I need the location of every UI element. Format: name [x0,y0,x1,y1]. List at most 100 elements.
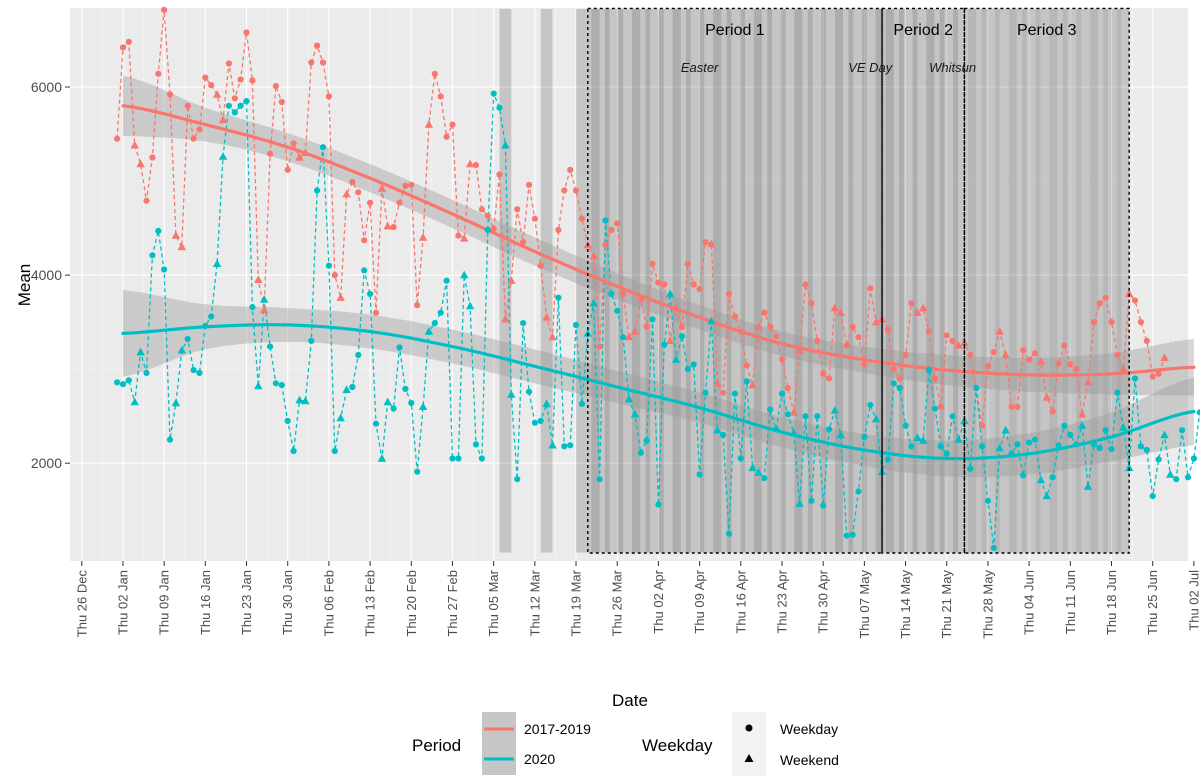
point-weekend [919,436,928,444]
point-weekday [249,77,256,84]
point-weekend [1077,409,1087,418]
point-weekday [696,286,703,293]
point-weekday [896,384,903,392]
point-weekend [795,499,804,507]
point-weekday [155,70,162,77]
x-tick-label: Thu 11 Jun [1063,570,1078,634]
point-weekday [861,361,868,368]
point-weekend [342,189,351,198]
grid-major [70,8,1188,561]
period-box [587,7,883,554]
point-weekday [237,102,244,109]
point-weekday [926,328,933,335]
point-weekday [602,241,609,249]
point-weekday [196,369,203,376]
point-weekday [890,380,897,387]
point-weekday [784,411,792,418]
shaded-band-stripe [713,8,722,553]
point-weekday [555,294,562,301]
shaded-band-stripe [1008,8,1017,553]
point-weekday [443,133,450,140]
point-weekend [836,430,845,439]
ribbon-2020 [123,290,1194,478]
point-weekday [408,181,415,188]
point-weekend [671,355,681,363]
point-weekday [637,449,644,456]
point-weekend [377,454,387,462]
point-weekday [1096,300,1103,307]
point-weekday [267,150,274,157]
point-weekday [843,342,850,349]
shaded-band [882,8,965,553]
point-weekday [278,382,285,389]
point-weekday [979,443,986,450]
point-weekday [926,367,933,374]
point-weekday [1026,439,1033,446]
point-weekday [231,109,238,116]
point-weekday [455,455,462,462]
point-weekday [308,59,315,66]
shaded-band-stripe [794,8,803,553]
x-tick-label: Thu 07 May [857,570,872,639]
shaded-band [499,8,512,553]
point-weekday [808,300,815,307]
point-weekday [202,74,209,81]
point-weekday [402,182,409,189]
point-weekday [349,178,356,186]
point-weekday [1031,436,1039,443]
point-weekday [414,468,421,475]
point-weekend [789,407,798,416]
point-weekday [990,544,997,551]
point-weekday [314,187,321,194]
point-weekday [190,135,197,142]
point-weekend [1160,430,1169,439]
point-weekday [690,361,697,368]
point-weekend [830,406,840,414]
point-weekday [737,455,744,462]
point-weekday [778,390,786,397]
point-weekday [578,400,586,407]
point-weekend [130,140,139,149]
point-weekday [614,220,621,227]
point-weekday [396,344,403,351]
point-weekday [1067,361,1074,368]
point-weekday [684,366,691,373]
shaded-band-stripe [807,8,813,553]
point-weekday [1055,442,1062,449]
shaded-band-stripe [862,8,867,553]
point-weekday [1073,441,1080,448]
point-weekday [1055,360,1062,367]
point-weekday [161,266,168,273]
shaded-band-stripe [967,8,977,553]
smooth-line-2017-2019 [121,104,1196,377]
point-weekday [731,313,739,320]
point-weekend [589,298,598,307]
point-weekday [1173,476,1180,483]
point-weekend [342,385,351,393]
shaded-band-stripe [631,8,641,553]
point-weekend [666,289,675,298]
point-weekend [789,428,798,437]
x-tick-label: Thu 04 Jun [1022,570,1037,635]
point-weekday [431,70,438,77]
point-weekend [871,414,881,423]
x-tick-label: Thu 25 Jun [1145,570,1160,635]
point-weekend [130,397,139,406]
point-weekend [295,153,304,161]
point-weekend [707,239,716,248]
point-weekend [713,378,722,387]
x-axis-title: Date [612,691,648,710]
point-weekday [649,316,656,323]
point-weekend [424,327,434,335]
point-weekend [1042,392,1051,401]
shaded-band-stripe [926,8,935,553]
point-weekday [943,332,950,339]
point-weekday [702,389,709,396]
point-weekday [725,290,733,297]
point-weekday [661,341,668,348]
point-weekday [608,290,615,297]
point-weekday [1179,427,1186,434]
x-tick-label: Thu 23 Jan [239,570,254,635]
point-weekday [396,199,403,206]
shaded-band-stripe [939,8,945,553]
